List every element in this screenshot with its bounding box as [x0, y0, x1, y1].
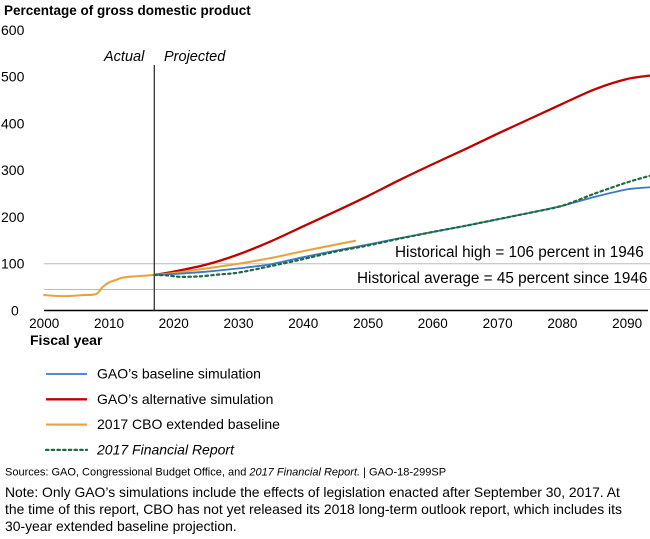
- svg-text:300: 300: [1, 162, 25, 178]
- svg-text:2030: 2030: [223, 316, 253, 331]
- svg-text:2010: 2010: [94, 316, 124, 331]
- svg-text:GAO’s baseline simulation: GAO’s baseline simulation: [97, 366, 261, 382]
- svg-text:2060: 2060: [418, 316, 448, 331]
- svg-text:Historical average = 45 percen: Historical average = 45 percent since 19…: [357, 270, 647, 287]
- svg-text:2000: 2000: [29, 316, 59, 331]
- svg-text:2070: 2070: [483, 316, 513, 331]
- svg-text:30-year extended baseline proj: 30-year extended baseline projection.: [5, 518, 237, 534]
- svg-text:2040: 2040: [288, 316, 318, 331]
- svg-text:2017 Financial Report: 2017 Financial Report: [96, 441, 235, 457]
- svg-text:100: 100: [1, 256, 25, 272]
- svg-text:Fiscal year: Fiscal year: [30, 332, 103, 348]
- svg-text:Historical high = 106 percent: Historical high = 106 percent in 1946: [395, 244, 644, 261]
- svg-text:Projected: Projected: [164, 49, 226, 65]
- svg-text:2020: 2020: [159, 316, 189, 331]
- svg-text:the time of this report, CBO h: the time of this report, CBO has not yet…: [5, 501, 622, 517]
- svg-text:400: 400: [1, 115, 25, 131]
- svg-text:Sources: GAO, Congressional Bu: Sources: GAO, Congressional Budget Offic…: [5, 467, 446, 479]
- svg-text:2080: 2080: [547, 316, 577, 331]
- svg-text:2050: 2050: [353, 316, 383, 331]
- svg-text:0: 0: [11, 303, 19, 319]
- svg-text:600: 600: [1, 22, 25, 38]
- svg-text:2090: 2090: [612, 316, 642, 331]
- svg-text:2017 CBO extended baseline: 2017 CBO extended baseline: [97, 416, 280, 432]
- svg-text:500: 500: [1, 69, 25, 85]
- svg-text:Percentage of gross domestic p: Percentage of gross domestic product: [4, 3, 251, 18]
- svg-text:Note: Only GAO’s simulations i: Note: Only GAO’s simulations include the…: [5, 484, 620, 500]
- svg-text:GAO’s alternative simulation: GAO’s alternative simulation: [97, 391, 273, 407]
- svg-text:200: 200: [1, 209, 25, 225]
- svg-text:Actual: Actual: [103, 49, 145, 65]
